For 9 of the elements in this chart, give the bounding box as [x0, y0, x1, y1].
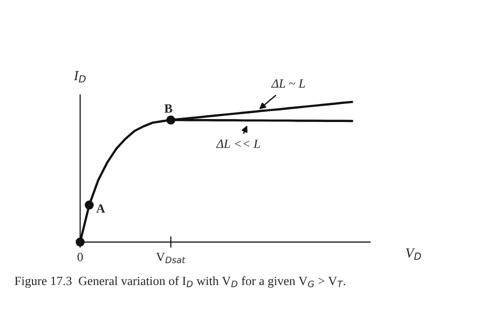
annotation: B — [164, 104, 172, 113]
annotation: ΔL << L — [216, 140, 260, 148]
x-tick-label: V$_{Dsat}$ — [156, 252, 186, 264]
text: ΔL ~ L — [271, 79, 305, 88]
annotation: A — [96, 204, 106, 213]
y-axis-title: I$_{D}$ — [74, 71, 86, 82]
text: Figure 17.3 General variation of I$_{D}$ with V$_{D}$ for a given V$_{G}$ > V$_{T}$. — [14, 276, 346, 288]
x-axis-title: V$_{D}$ — [406, 248, 421, 260]
x-tick-label: 0 — [78, 252, 83, 262]
